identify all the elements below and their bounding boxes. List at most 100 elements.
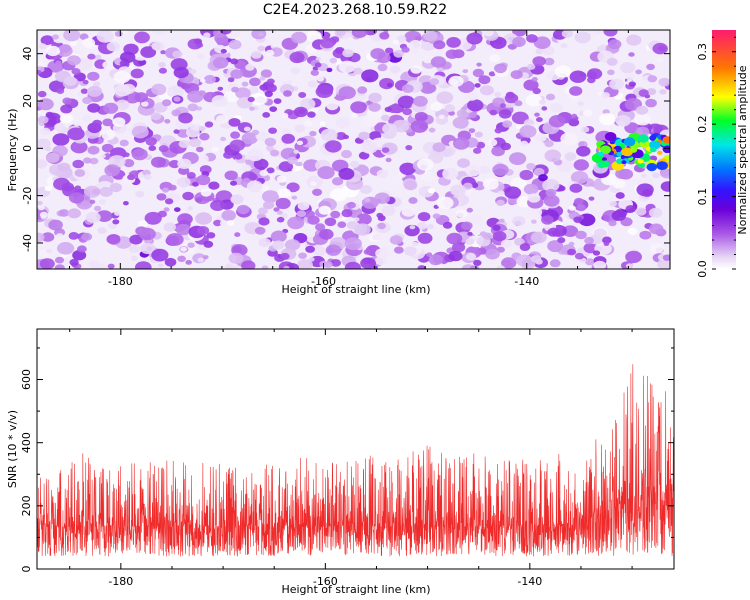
heatmap-cell	[319, 228, 334, 240]
heatmap-cell	[241, 164, 250, 171]
y-tick-label: -20	[21, 187, 34, 205]
heatmap-cell	[649, 207, 663, 218]
heatmap-cell	[68, 232, 80, 240]
heatmap-cell	[421, 171, 435, 182]
heatmap-cell	[603, 30, 618, 37]
heatmap-cell	[46, 45, 61, 57]
heatmap-cell	[220, 48, 227, 54]
heatmap-cell	[228, 252, 244, 264]
heatmap-cell	[492, 163, 509, 176]
heatmap-cell	[587, 68, 603, 80]
spectrogram-frame	[36, 29, 671, 270]
heatmap-cell	[335, 47, 345, 54]
heatmap-cell	[409, 225, 416, 230]
heatmap-cell	[192, 181, 199, 187]
heatmap-cell	[359, 185, 372, 194]
heatmap-cell	[624, 72, 636, 81]
heatmap-cell	[473, 147, 482, 154]
heatmap-cell	[269, 106, 278, 112]
heatmap-cell	[577, 101, 584, 106]
heatmap-cell	[138, 59, 147, 66]
heatmap-cell	[330, 210, 341, 219]
heatmap-cell	[496, 265, 505, 269]
heatmap-cell	[88, 260, 100, 268]
heatmap-cell	[104, 164, 121, 177]
heatmap-cell	[637, 134, 649, 143]
heatmap-cell	[228, 39, 242, 50]
heatmap-cell	[638, 89, 649, 97]
heatmap-cell	[308, 257, 315, 262]
heatmap-cell	[527, 193, 541, 203]
heatmap-cell	[468, 112, 477, 119]
heatmap-cell	[219, 30, 232, 35]
heatmap-cell	[604, 132, 617, 141]
heatmap-cell	[37, 138, 51, 150]
heatmap-cell	[135, 190, 145, 198]
heatmap-cell	[519, 125, 537, 138]
heatmap-cell	[519, 243, 531, 252]
heatmap-cell	[402, 108, 413, 116]
heatmap-cell	[635, 207, 647, 216]
snr-panel: -180 -160 -140 0 200 400 600 Height of straigh…	[6, 328, 675, 596]
heatmap-cell	[404, 224, 420, 237]
heatmap-cell	[615, 115, 631, 127]
heatmap-cell	[83, 157, 92, 164]
heatmap-cell	[370, 48, 386, 60]
heatmap-cell	[243, 126, 251, 132]
heatmap-cell	[275, 197, 291, 210]
heatmap-cell	[448, 110, 455, 116]
heatmap-cell	[477, 195, 484, 201]
heatmap-cell	[341, 209, 353, 218]
heatmap-cell	[646, 163, 658, 172]
y-tick-label: 400	[20, 432, 33, 453]
heatmap-cell	[71, 68, 81, 75]
heatmap-cell	[444, 104, 456, 112]
heatmap-cell	[82, 38, 96, 48]
spectrogram-panel: -180 -160 -140 -40 -20 0 20 40 Height of straig…	[6, 29, 671, 296]
heatmap-cell	[377, 63, 388, 72]
heatmap-cell	[300, 98, 316, 110]
heatmap-cell	[521, 258, 533, 267]
heatmap-cell	[37, 61, 44, 66]
heatmap-cell	[455, 209, 468, 218]
heatmap-cell	[482, 178, 499, 190]
heatmap-cell	[602, 157, 607, 162]
heatmap-cell	[280, 147, 297, 160]
heatmap-cell	[158, 67, 167, 74]
heatmap-cell	[241, 260, 256, 269]
heatmap-cell	[177, 158, 192, 169]
heatmap-cell	[361, 141, 378, 154]
heatmap-cell	[577, 204, 584, 210]
heatmap-cell	[276, 175, 287, 183]
heatmap-cell	[479, 165, 491, 174]
heatmap-cell	[627, 227, 638, 235]
y-tick-label: 600	[20, 369, 33, 390]
heatmap-cell	[265, 49, 275, 57]
x-tick-label: -160	[313, 575, 338, 588]
y-tick-label: 20	[21, 94, 34, 108]
heatmap-cell	[336, 30, 346, 37]
heatmap-cell	[38, 43, 47, 50]
heatmap-cell	[357, 86, 368, 94]
heatmap-cell	[177, 255, 186, 262]
heatmap-cell	[259, 76, 266, 81]
heatmap-cell	[44, 185, 53, 192]
heatmap-cell	[219, 220, 227, 226]
heatmap-cell	[60, 104, 73, 114]
heatmap-cell	[296, 210, 306, 218]
heatmap-cell	[376, 212, 384, 218]
heatmap-cell	[446, 37, 461, 48]
heatmap-cell	[134, 31, 150, 44]
heatmap-cell	[389, 235, 403, 245]
heatmap-cell	[167, 85, 184, 99]
heatmap-cell	[320, 37, 335, 49]
heatmap-cell	[266, 167, 275, 174]
heatmap-cell	[660, 168, 670, 179]
heatmap-cell	[318, 205, 331, 215]
heatmap-cell	[264, 137, 277, 147]
heatmap-cell	[114, 210, 121, 216]
heatmap-cell	[178, 112, 193, 124]
heatmap-cell	[381, 147, 390, 153]
heatmap-cell	[386, 82, 393, 88]
heatmap-cell	[96, 30, 114, 43]
